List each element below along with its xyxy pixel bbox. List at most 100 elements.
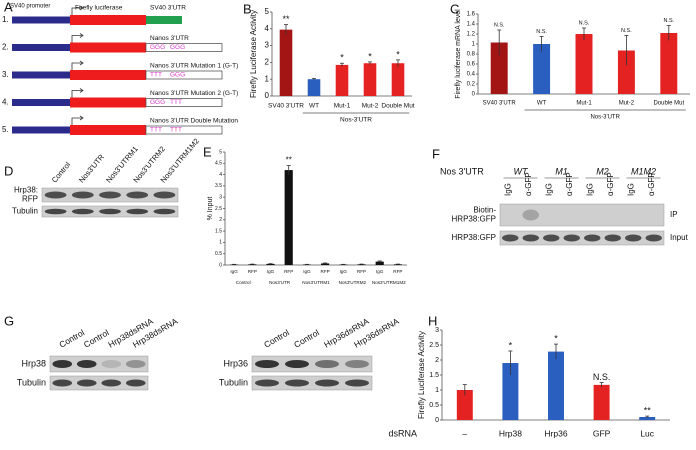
y-tick-label: 5 xyxy=(219,149,222,155)
y-tick-label: 3 xyxy=(265,41,270,50)
row-label: Tubulin xyxy=(17,377,46,387)
panel-label: E xyxy=(203,144,212,159)
blot-band xyxy=(125,379,146,387)
y-tick-label: 0 xyxy=(265,91,270,100)
utr-box xyxy=(145,43,223,52)
x-tick-label: Mut-1 xyxy=(576,101,592,107)
luciferase-box xyxy=(70,125,146,135)
blot-band xyxy=(44,208,67,215)
blot-strip xyxy=(499,203,665,227)
blot-band xyxy=(153,208,176,215)
y-tick-label: 0.8 xyxy=(467,52,476,58)
blot-strip xyxy=(251,375,373,391)
blot-strip xyxy=(499,230,665,246)
bar xyxy=(660,33,678,94)
bar xyxy=(363,63,377,96)
panel-label: C xyxy=(450,1,459,16)
y-tick-label: 0.4 xyxy=(467,72,476,78)
bar xyxy=(593,384,610,420)
bar xyxy=(393,264,402,265)
bar xyxy=(575,34,593,94)
row-label: RFP xyxy=(22,195,38,204)
row-label: HRP38:GFP xyxy=(452,233,496,242)
blot-band xyxy=(315,360,339,368)
blot-band xyxy=(101,360,122,368)
blot-band xyxy=(563,234,580,242)
blot-band xyxy=(345,360,369,368)
promoter-box xyxy=(12,126,70,134)
panel-label: A xyxy=(4,0,13,14)
utr-label: SV40 3'UTR xyxy=(150,5,186,12)
arrow-head xyxy=(79,115,84,121)
y-tick-label: 2 xyxy=(435,357,439,364)
significance-label: N.S. xyxy=(536,29,547,35)
row-label: Hrp36 xyxy=(223,358,248,368)
bar xyxy=(391,63,405,96)
row-label: HRP38:GFP xyxy=(452,215,496,224)
arrow-head xyxy=(79,5,84,11)
blot-band xyxy=(584,234,601,242)
x-tick-label: Mut-2 xyxy=(362,103,379,110)
significance-label: * xyxy=(509,340,513,350)
group-label: Nos-3'UTR xyxy=(340,117,372,124)
construct-number: 4. xyxy=(2,98,9,107)
x-tick-label: RFP xyxy=(357,269,366,274)
promoter-box xyxy=(12,71,70,79)
construct-number: 5. xyxy=(2,125,9,134)
x-tick-label: RFP xyxy=(393,269,402,274)
blot-band xyxy=(502,234,519,242)
blot-band xyxy=(76,360,97,368)
construct-number: 2. xyxy=(2,43,9,52)
y-tick-label: 4.5 xyxy=(215,161,222,167)
y-tick-label: 4 xyxy=(265,24,270,33)
y-tick-label: 1 xyxy=(265,74,270,83)
lane-label: Control xyxy=(292,327,321,349)
panel-label: B xyxy=(243,1,252,16)
row-label: Tubulin xyxy=(219,377,248,387)
y-axis-label: Firefly Luciferase Activity xyxy=(249,10,258,98)
x-tick-label: GFP xyxy=(593,428,611,438)
significance-label: N.S. xyxy=(621,28,632,34)
y-tick-label: 1.6 xyxy=(467,12,476,18)
lane-label: α-GFP xyxy=(565,172,574,196)
significance-label: N.S. xyxy=(663,18,674,24)
row-label: Hrp38 xyxy=(21,358,46,368)
y-tick-label: 0 xyxy=(219,262,222,268)
bar xyxy=(321,263,330,265)
significance-label: ** xyxy=(286,156,292,165)
y-tick-label: 0.5 xyxy=(429,402,439,409)
lane-group-label: M2 xyxy=(596,166,609,176)
y-tick-label: 1.4 xyxy=(467,22,476,28)
y-tick-label: 2 xyxy=(265,58,270,67)
x-tick-label: RFP xyxy=(248,269,257,274)
x-tick-label: Hrp38 xyxy=(499,428,522,438)
x-tick-label: IgG xyxy=(303,269,311,274)
bar xyxy=(375,261,384,265)
x-tick-label: SV40 3'UTR xyxy=(483,101,517,107)
blot-band xyxy=(126,208,149,215)
bar xyxy=(456,390,473,420)
x-tick-label: IgG xyxy=(230,269,238,274)
y-tick-label: 0 xyxy=(472,92,476,98)
luciferase-label: Firefly luciferase xyxy=(75,5,123,12)
promoter-label: SV40 promoter xyxy=(10,4,50,10)
group-label: Nos3'UTRM1M2 xyxy=(372,280,406,285)
promoter-arrow xyxy=(71,90,82,98)
significance-label: * xyxy=(368,51,372,61)
group-label: Nos3'UTR xyxy=(269,280,291,285)
y-axis-label: Firefly luciferase mRNA level xyxy=(455,9,462,99)
bar xyxy=(490,42,508,94)
row-label: Hrp38: xyxy=(14,186,38,195)
sequence-mark: GGG xyxy=(150,44,165,51)
luciferase-box xyxy=(70,42,146,53)
lane-label: Control xyxy=(262,327,291,349)
y-tick-label: 0.6 xyxy=(467,62,476,68)
y-tick-label: 0 xyxy=(435,417,439,424)
y-axis-label: Firefly Luciferase Activity xyxy=(417,331,426,419)
promoter-arrow xyxy=(71,62,82,70)
x-tick-label: Hrp36 xyxy=(544,428,567,438)
significance-label: ** xyxy=(644,405,652,415)
x-tick-label: Luc xyxy=(640,428,654,438)
construct-label: Nanos 3'UTR Mutation 1 (G-T) xyxy=(150,63,238,70)
